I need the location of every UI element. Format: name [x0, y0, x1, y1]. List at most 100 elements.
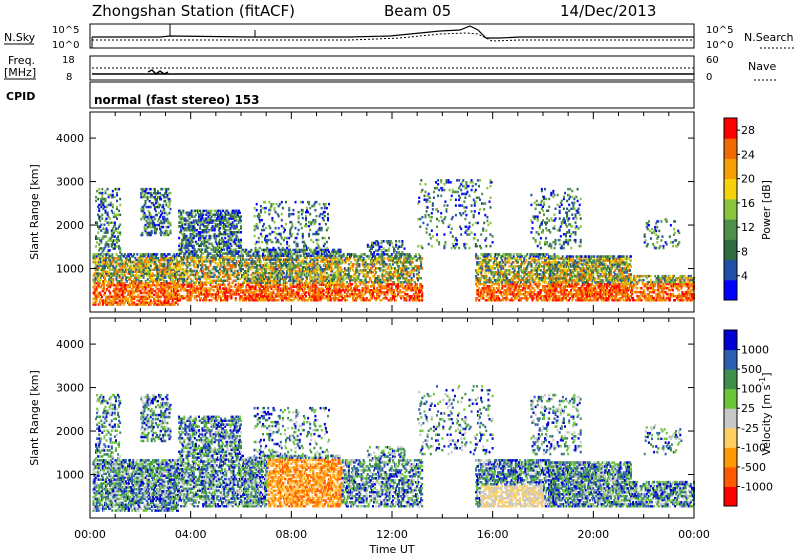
data-cell: [183, 234, 186, 238]
data-cell: [103, 282, 105, 285]
data-cell: [275, 202, 278, 206]
data-cell: [222, 283, 225, 286]
data-cell: [280, 236, 283, 240]
data-cell: [249, 285, 252, 288]
data-cell: [163, 193, 166, 197]
data-cell: [213, 293, 216, 296]
data-cell: [193, 295, 196, 298]
data-cell: [144, 285, 147, 289]
data-cell: [118, 245, 121, 248]
data-cell: [267, 289, 270, 292]
data-cell: [297, 228, 300, 232]
data-cell: [144, 287, 147, 291]
data-cell: [165, 195, 168, 199]
data-cell: [202, 217, 205, 220]
data-cell: [291, 264, 294, 267]
data-cell: [179, 299, 182, 302]
data-cell: [179, 231, 182, 234]
data-cell: [119, 284, 122, 287]
data-cell: [234, 227, 237, 230]
data-cell: [187, 227, 190, 230]
data-cell: [244, 291, 247, 294]
data-cell: [275, 271, 278, 275]
data-cell: [139, 282, 142, 285]
data-cell: [115, 213, 117, 217]
data-cell: [258, 279, 261, 283]
data-cell: [116, 239, 118, 242]
data-cell: [166, 303, 169, 306]
data-cell: [264, 299, 267, 302]
data-cell: [198, 234, 200, 238]
data-cell: [288, 293, 291, 296]
data-cell: [173, 295, 176, 299]
data-cell: [300, 226, 303, 230]
data-cell: [295, 279, 298, 283]
data-cell: [259, 208, 262, 212]
data-cell: [180, 264, 183, 267]
data-cell: [265, 270, 268, 273]
data-cell: [291, 289, 294, 292]
data-cell: [160, 233, 163, 237]
data-cell: [200, 244, 203, 248]
data-cell: [193, 234, 196, 238]
data-cell: [212, 297, 215, 300]
data-cell: [238, 287, 241, 290]
data-cell: [222, 287, 225, 290]
data-cell: [109, 221, 112, 224]
data-cell: [250, 291, 253, 294]
data-cell: [213, 254, 216, 257]
data-cell: [195, 277, 198, 281]
data-cell: [121, 278, 124, 281]
data-cell: [187, 223, 190, 226]
data-cell: [213, 279, 216, 282]
data-cell: [269, 293, 272, 296]
data-cell: [143, 301, 146, 304]
data-cell: [161, 211, 164, 215]
data-cell: [106, 297, 109, 300]
data-cell: [258, 268, 261, 271]
data-cell: [282, 279, 285, 283]
data-cell: [171, 258, 174, 262]
data-cell: [228, 250, 231, 253]
data-cell: [211, 244, 214, 248]
data-cell: [177, 255, 179, 258]
data-cell: [280, 293, 283, 296]
data-cell: [107, 243, 110, 246]
data-cell: [178, 273, 181, 277]
data-cell: [99, 274, 102, 277]
data-cell: [181, 227, 184, 230]
data-cell: [241, 273, 243, 277]
data-cell: [99, 278, 102, 281]
data-cell: [116, 217, 118, 220]
data-cell: [103, 258, 105, 262]
data-cell: [129, 291, 131, 295]
data-cell: [135, 280, 138, 283]
data-cell: [182, 258, 185, 261]
data-cell: [177, 268, 179, 271]
data-cell: [165, 255, 168, 258]
data-cell: [293, 293, 296, 296]
data-cell: [125, 299, 128, 302]
data-cell: [271, 230, 274, 234]
data-cell: [287, 273, 290, 277]
data-cell: [266, 285, 269, 288]
data-cell: [160, 256, 163, 260]
data-cell: [95, 272, 98, 275]
data-cell: [180, 246, 183, 249]
data-cell: [157, 301, 160, 304]
data-cell: [286, 281, 289, 285]
data-cell: [114, 260, 117, 264]
data-cell: [217, 240, 220, 244]
data-cell: [173, 287, 176, 291]
data-cell: [109, 293, 112, 297]
data-cell: [215, 242, 218, 246]
data-cell: [221, 225, 224, 228]
data-cell: [164, 270, 167, 273]
data-cell: [250, 260, 253, 263]
data-cell: [212, 289, 215, 292]
data-cell: [254, 283, 257, 286]
data-cell: [147, 233, 150, 237]
data-cell: [107, 301, 110, 304]
data-cell: [147, 289, 150, 293]
data-cell: [112, 301, 115, 304]
